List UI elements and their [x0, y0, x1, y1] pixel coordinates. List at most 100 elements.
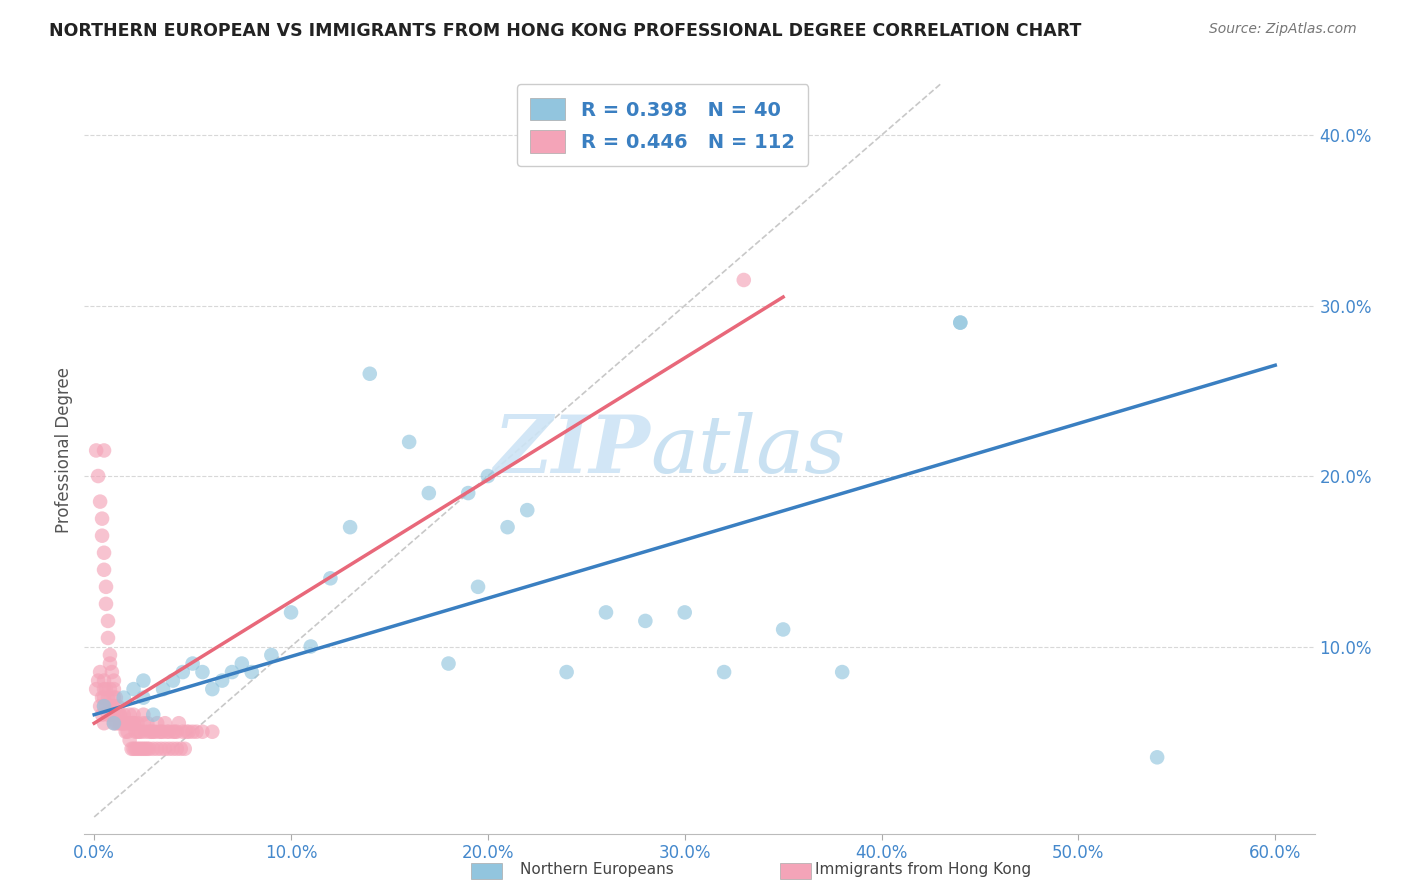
Point	[97, 707, 120, 722]
Text: Immigrants from Hong Kong: Immigrants from Hong Kong	[815, 863, 1032, 877]
Point	[713, 665, 735, 679]
Point	[127, 741, 149, 756]
Point	[93, 682, 115, 697]
Point	[132, 716, 155, 731]
Point	[733, 273, 755, 287]
Point	[162, 724, 184, 739]
Point	[93, 699, 115, 714]
Point	[163, 724, 186, 739]
Point	[132, 690, 155, 705]
Point	[240, 665, 263, 679]
Point	[97, 631, 120, 645]
Point	[260, 648, 283, 662]
Point	[108, 716, 131, 731]
Point	[122, 741, 145, 756]
Point	[134, 724, 156, 739]
Point	[772, 623, 794, 637]
Point	[87, 469, 110, 483]
Point	[496, 520, 519, 534]
Point	[103, 707, 125, 722]
Point	[516, 503, 538, 517]
Point	[949, 316, 972, 330]
Point	[118, 707, 141, 722]
Point	[138, 741, 160, 756]
Point	[104, 716, 127, 731]
Point	[132, 673, 155, 688]
Point	[98, 699, 121, 714]
Point	[152, 724, 174, 739]
Text: Northern Europeans: Northern Europeans	[520, 863, 673, 877]
Point	[280, 606, 302, 620]
Point	[181, 724, 204, 739]
Point	[114, 724, 136, 739]
Point	[94, 580, 117, 594]
Point	[131, 724, 153, 739]
Point	[157, 724, 180, 739]
Point	[91, 511, 114, 525]
Point	[127, 724, 149, 739]
Point	[299, 640, 322, 654]
Point	[136, 741, 159, 756]
Point	[319, 571, 342, 585]
Point	[103, 673, 125, 688]
Point	[831, 665, 853, 679]
Point	[146, 716, 169, 731]
Point	[398, 434, 420, 449]
Point	[467, 580, 489, 594]
Point	[103, 716, 125, 731]
Point	[201, 682, 224, 697]
Point	[201, 724, 224, 739]
Point	[176, 724, 198, 739]
Point	[143, 724, 166, 739]
Point	[166, 741, 188, 756]
Point	[122, 682, 145, 697]
Point	[103, 690, 125, 705]
Point	[84, 443, 107, 458]
Point	[117, 724, 139, 739]
Point	[152, 682, 174, 697]
Point	[173, 741, 195, 756]
Text: ZIP: ZIP	[494, 412, 651, 489]
Point	[111, 716, 134, 731]
Point	[170, 741, 193, 756]
Point	[101, 665, 124, 679]
Point	[107, 716, 129, 731]
Point	[93, 716, 115, 731]
Point	[94, 597, 117, 611]
Text: atlas: atlas	[651, 412, 845, 489]
Point	[122, 707, 145, 722]
Point	[93, 546, 115, 560]
Point	[181, 657, 204, 671]
Point	[114, 716, 136, 731]
Point	[231, 657, 253, 671]
Point	[112, 716, 135, 731]
Point	[124, 724, 146, 739]
Point	[138, 724, 160, 739]
Point	[128, 741, 150, 756]
Point	[132, 741, 155, 756]
Point	[162, 673, 184, 688]
Point	[186, 724, 208, 739]
Point	[339, 520, 361, 534]
Point	[132, 707, 155, 722]
Point	[131, 741, 153, 756]
Point	[121, 716, 143, 731]
Point	[98, 682, 121, 697]
Point	[93, 443, 115, 458]
Point	[101, 699, 124, 714]
Point	[477, 469, 499, 483]
Point	[97, 690, 120, 705]
Point	[128, 724, 150, 739]
Point	[122, 716, 145, 731]
Point	[91, 690, 114, 705]
Point	[124, 741, 146, 756]
Point	[191, 665, 214, 679]
Point	[112, 716, 135, 731]
Point	[103, 716, 125, 731]
Point	[146, 741, 169, 756]
Point	[89, 665, 111, 679]
Point	[121, 741, 143, 756]
Point	[1146, 750, 1168, 764]
Point	[634, 614, 657, 628]
Point	[118, 716, 141, 731]
